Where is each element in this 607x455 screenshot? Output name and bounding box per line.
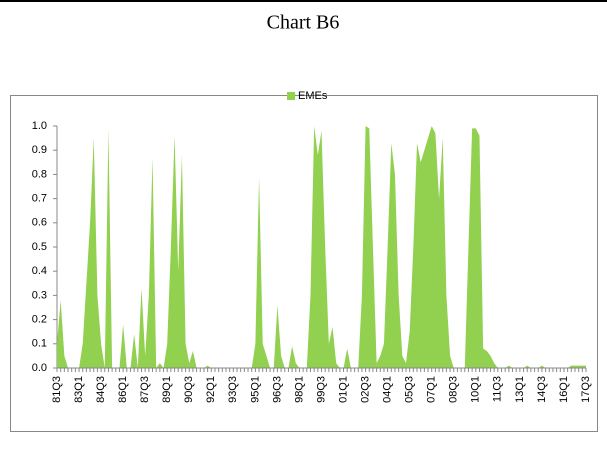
top-rule (0, 0, 607, 2)
x-tick-label: 81Q3 (51, 376, 63, 403)
x-tick-label: 99Q3 (315, 376, 327, 403)
chart-frame (10, 95, 598, 432)
legend-swatch (287, 92, 295, 100)
x-tick-label: 92Q1 (205, 376, 217, 403)
y-tick-label: 0.6 (32, 217, 47, 229)
chart-title: Chart B6 (267, 12, 340, 34)
x-tick-label: 83Q1 (73, 376, 85, 403)
x-tick-label: 95Q1 (249, 376, 261, 403)
y-tick-label: 1.0 (32, 120, 47, 132)
y-tick-label: 0.2 (32, 314, 47, 326)
x-tick-label: 89Q1 (161, 376, 173, 403)
x-tick-label: 04Q1 (382, 376, 394, 403)
x-tick-label: 96Q3 (271, 376, 283, 403)
y-tick-label: 0.9 (32, 144, 47, 156)
x-tick-label: 02Q3 (359, 376, 371, 403)
x-tick-label: 05Q3 (404, 376, 416, 403)
x-tick-label: 90Q3 (183, 376, 195, 403)
y-tick-label: 0.3 (32, 289, 47, 301)
y-tick-label: 0.4 (32, 265, 47, 277)
x-tick-label: 07Q1 (426, 376, 438, 403)
y-tick-label: 0.5 (32, 241, 47, 253)
legend-label: EMEs (298, 90, 328, 102)
x-tick-label: 08Q3 (448, 376, 460, 403)
y-tick-label: 0.8 (32, 168, 47, 180)
y-tick-label: 0.7 (32, 193, 47, 205)
area (57, 126, 586, 368)
x-tick-label: 93Q3 (227, 376, 239, 403)
x-tick-label: 10Q1 (470, 376, 482, 403)
x-tick-label: 17Q3 (580, 376, 592, 403)
x-tick-label: 16Q1 (558, 376, 570, 403)
y-tick-label: 0.1 (32, 338, 47, 350)
x-tick-label: 13Q1 (514, 376, 526, 403)
x-tick-label: 87Q3 (139, 376, 151, 403)
x-tick-label: 14Q3 (536, 376, 548, 403)
x-tick-label: 84Q3 (95, 376, 107, 403)
x-tick-label: 98Q1 (293, 376, 305, 403)
x-tick-label: 11Q3 (492, 376, 504, 402)
y-tick-label: 0.0 (32, 362, 47, 374)
x-tick-label: 01Q1 (337, 376, 349, 403)
x-tick-label: 86Q1 (117, 376, 129, 403)
